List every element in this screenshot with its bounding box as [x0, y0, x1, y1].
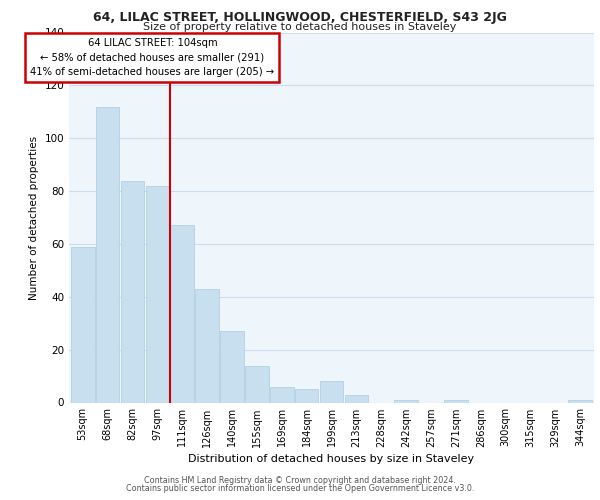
- Bar: [344, 394, 368, 402]
- Text: Size of property relative to detached houses in Staveley: Size of property relative to detached ho…: [143, 22, 457, 32]
- Bar: [444, 400, 468, 402]
- Bar: [568, 400, 592, 402]
- Y-axis label: Number of detached properties: Number of detached properties: [29, 136, 39, 300]
- Bar: [320, 382, 343, 402]
- Bar: [121, 180, 144, 402]
- Bar: [394, 400, 418, 402]
- Bar: [146, 186, 169, 402]
- Bar: [71, 246, 95, 402]
- Text: 64 LILAC STREET: 104sqm
← 58% of detached houses are smaller (291)
41% of semi-d: 64 LILAC STREET: 104sqm ← 58% of detache…: [30, 38, 274, 76]
- Bar: [96, 106, 119, 403]
- Bar: [170, 226, 194, 402]
- Bar: [195, 289, 219, 403]
- Bar: [270, 386, 293, 402]
- Text: Contains HM Land Registry data © Crown copyright and database right 2024.: Contains HM Land Registry data © Crown c…: [144, 476, 456, 485]
- X-axis label: Distribution of detached houses by size in Staveley: Distribution of detached houses by size …: [188, 454, 475, 464]
- Text: Contains public sector information licensed under the Open Government Licence v3: Contains public sector information licen…: [126, 484, 474, 493]
- Bar: [295, 390, 319, 402]
- Bar: [220, 331, 244, 402]
- Bar: [245, 366, 269, 403]
- Text: 64, LILAC STREET, HOLLINGWOOD, CHESTERFIELD, S43 2JG: 64, LILAC STREET, HOLLINGWOOD, CHESTERFI…: [93, 11, 507, 24]
